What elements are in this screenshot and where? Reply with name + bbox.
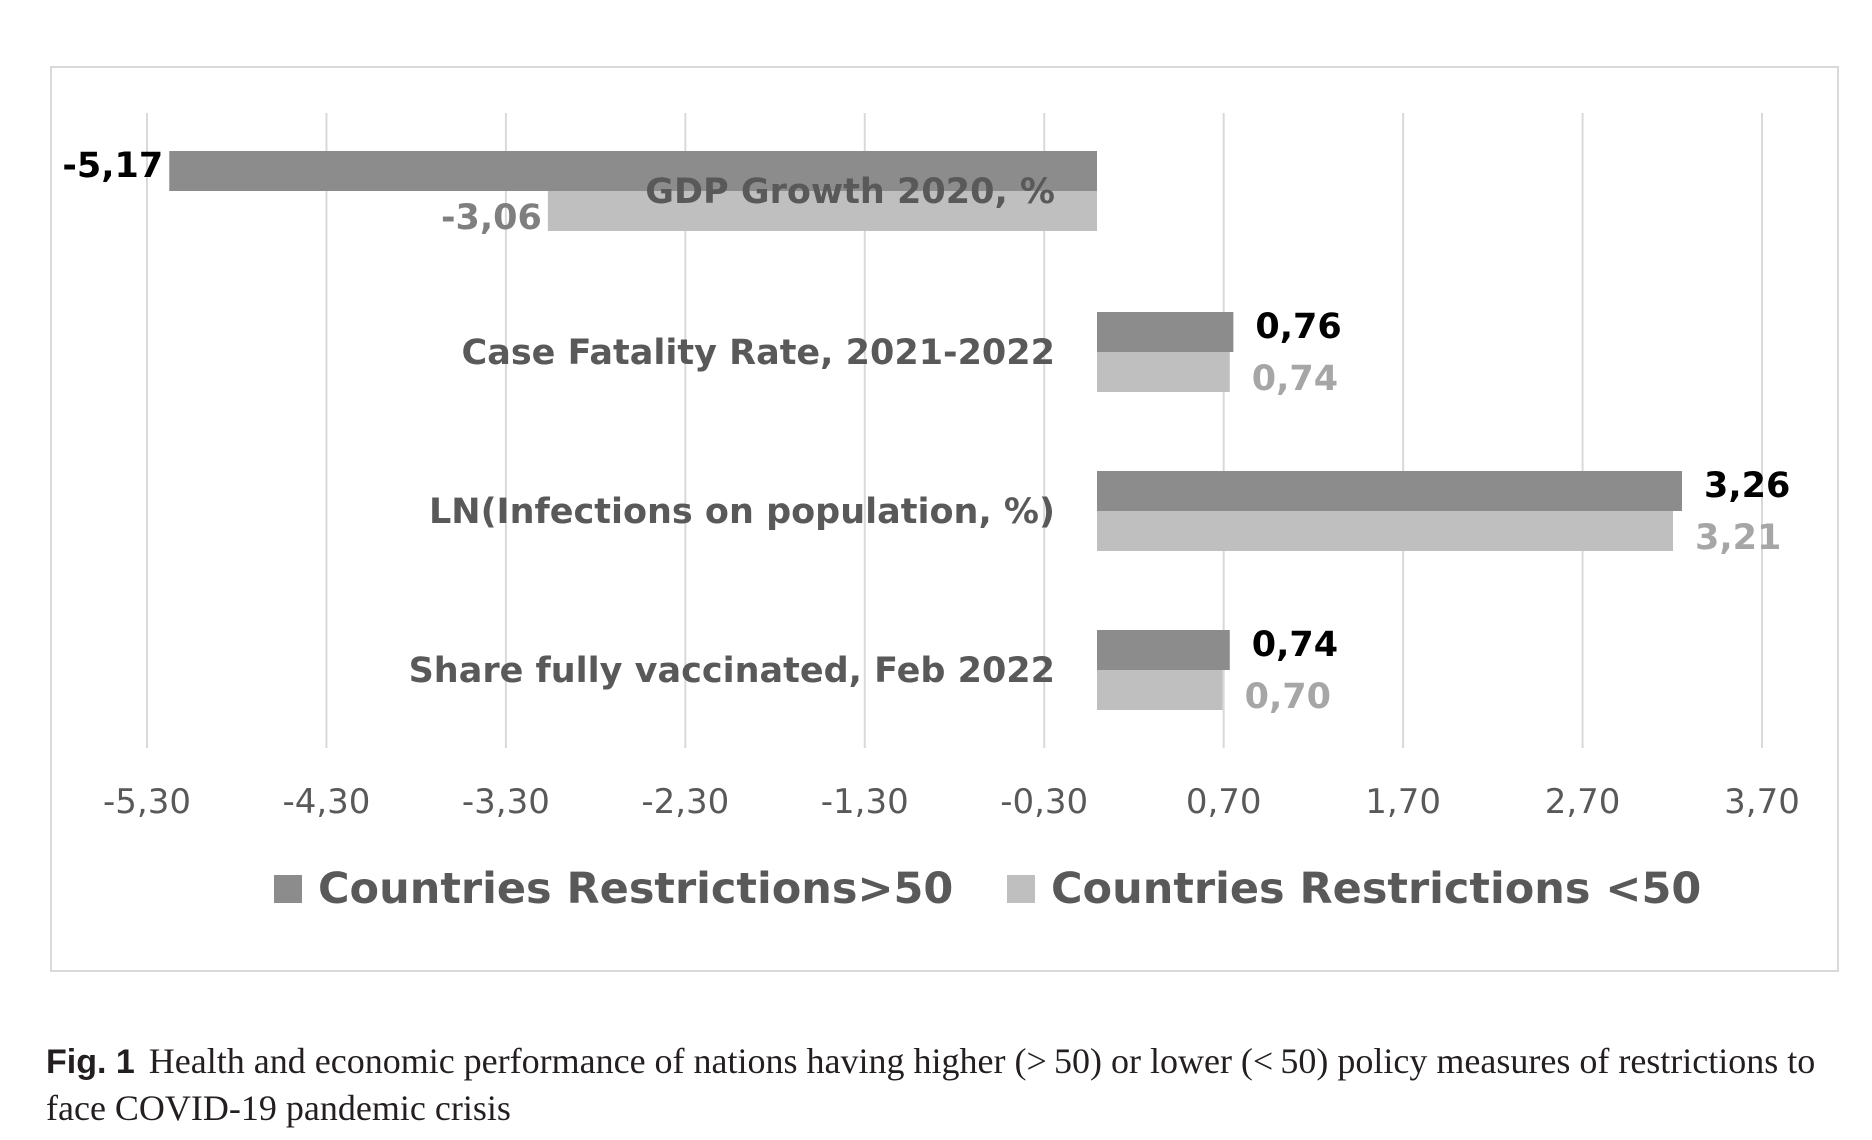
legend: Countries Restrictions>50 Countries Restr…	[274, 864, 1701, 914]
x-tick-label: -5,30	[103, 782, 191, 822]
bars	[169, 151, 1682, 710]
x-axis-ticks: -5,30 -4,30 -3,30 -2,30 -1,30 -0,30 0,70 1,70 2,…	[103, 782, 1800, 822]
data-label: -5,17	[62, 146, 163, 186]
category-labels: GDP Growth 2020, % Case Fatality Rate, 20…	[409, 172, 1055, 691]
bar-restrictions-high	[1097, 471, 1682, 511]
data-label: 3,26	[1704, 466, 1790, 506]
data-label: 0,74	[1252, 625, 1338, 665]
data-label: 0,74	[1252, 359, 1338, 399]
category-label: Share fully vaccinated, Feb 2022	[409, 651, 1055, 691]
figure-caption: Fig. 1 Health and economic performance of…	[46, 1038, 1836, 1131]
bar-restrictions-low	[1097, 511, 1674, 551]
legend-swatch	[274, 875, 302, 903]
legend-swatch	[1007, 875, 1035, 903]
figure-label: Fig. 1	[46, 1043, 135, 1081]
chart-area: -5,17 -3,06 0,76 0,74 3,26 3,21 0,74 0,70 GDP G…	[50, 66, 1839, 972]
data-label: 0,76	[1255, 307, 1341, 347]
x-tick-label: -2,30	[641, 782, 729, 822]
x-tick-label: -0,30	[1000, 782, 1088, 822]
category-label: GDP Growth 2020, %	[645, 172, 1055, 212]
x-tick-label: 2,70	[1545, 782, 1621, 822]
bar-restrictions-low	[1097, 352, 1230, 392]
bar-restrictions-high	[1097, 312, 1234, 352]
bar-restrictions-low	[547, 191, 1097, 231]
figure-caption-text: Health and economic performance of natio…	[46, 1041, 1816, 1128]
bar-restrictions-high	[1097, 630, 1230, 670]
x-tick-label: -4,30	[282, 782, 370, 822]
bar-restrictions-low	[1097, 670, 1223, 710]
legend-label: Countries Restrictions <50	[1051, 864, 1701, 914]
data-labels: -5,17 -3,06 0,76 0,74 3,26 3,21 0,74 0,70	[62, 146, 1790, 717]
x-tick-label: 0,70	[1186, 782, 1262, 822]
data-label: 0,70	[1245, 677, 1331, 717]
x-tick-label: -1,30	[821, 782, 909, 822]
data-label: 3,21	[1695, 518, 1781, 558]
data-label: -3,06	[441, 198, 542, 238]
legend-label: Countries Restrictions>50	[318, 864, 953, 914]
x-tick-label: 1,70	[1365, 782, 1441, 822]
x-tick-label: -3,30	[462, 782, 550, 822]
x-tick-label: 3,70	[1724, 782, 1800, 822]
category-label: Case Fatality Rate, 2021-2022	[462, 333, 1055, 373]
category-label: LN(Infections on population, %)	[429, 492, 1055, 532]
bar-chart: -5,17 -3,06 0,76 0,74 3,26 3,21 0,74 0,70 GDP G…	[62, 113, 1800, 914]
bar-restrictions-high	[169, 151, 1097, 191]
